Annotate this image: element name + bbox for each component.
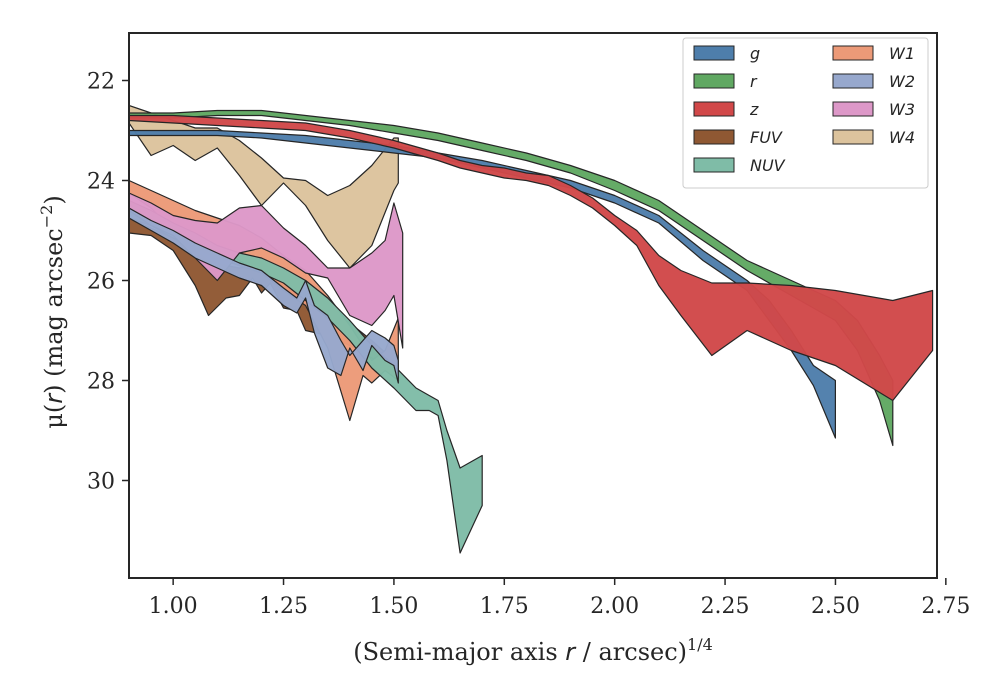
- band-z: [129, 114, 934, 402]
- legend-label-g: g: [750, 44, 760, 63]
- legend-label-w1: W1: [889, 44, 915, 63]
- x-axis-label-mid: / arcsec): [575, 638, 687, 666]
- x-axis-label-prefix: (Semi-major axis: [353, 638, 565, 666]
- x-tick-label: 1.75: [480, 594, 529, 619]
- y-tick-label: 30: [87, 470, 115, 495]
- series-layer: [129, 104, 934, 554]
- legend-swatch-z: [693, 101, 735, 117]
- y-tick-label: 24: [87, 170, 115, 195]
- legend-swatch-g: [693, 45, 735, 61]
- band-r: [129, 109, 894, 447]
- legend-swatch-w3: [832, 101, 874, 117]
- legend-label-w2: W2: [889, 72, 915, 91]
- legend-label-z: z: [749, 100, 759, 119]
- ticks-layer: 1.00 1.25 1.50 1.75 2.00 2.25 2.50 2.75 22 24 26 28…: [87, 70, 970, 620]
- legend-swatch-w4: [832, 129, 874, 145]
- legend-label-w4: W4: [889, 128, 915, 147]
- y-axis-label-end: ): [40, 195, 68, 204]
- band-w2: [129, 207, 399, 384]
- legend-label-fuv: FUV: [750, 128, 783, 147]
- plot-frame: [128, 32, 938, 579]
- legend-swatch-w2: [832, 73, 874, 89]
- y-tick-label: 28: [87, 370, 115, 395]
- y-axis-label: μ(r) (mag arcsec−2): [37, 195, 68, 428]
- x-tick-label: 1.25: [259, 594, 308, 619]
- y-axis-label-var: r: [40, 392, 68, 404]
- legend-swatch-r: [693, 73, 735, 89]
- y-axis-label-mu: μ(: [40, 404, 68, 429]
- x-axis-label-var: r: [565, 638, 577, 666]
- x-tick-label: 1.50: [369, 594, 418, 619]
- x-tick-label: 1.00: [149, 594, 198, 619]
- legend-swatch-fuv: [693, 129, 735, 145]
- x-axis-label-sup: 1/4: [687, 635, 713, 654]
- y-axis-label-mid: ) (mag arcsec: [40, 228, 68, 394]
- band-w3: [129, 192, 404, 349]
- legend-label-w3: W3: [889, 100, 915, 119]
- legend-swatch-w1: [832, 45, 874, 61]
- x-tick-label: 2.00: [590, 594, 639, 619]
- x-tick-label: 2.25: [701, 594, 750, 619]
- y-tick-label: 22: [87, 70, 115, 95]
- legend-label-nuv: NUV: [750, 156, 786, 175]
- legend-label-r: r: [750, 72, 758, 91]
- legend: grz FUV NUV W1 W2 W3 W4: [682, 37, 929, 189]
- y-axis-label-sup: −2: [37, 205, 56, 229]
- x-axis-label: (Semi-major axis r / arcsec)1/4: [353, 635, 713, 666]
- y-tick-label: 26: [87, 270, 115, 295]
- x-tick-label: 2.50: [811, 594, 860, 619]
- legend-swatch-nuv: [693, 157, 735, 173]
- x-tick-label: 2.75: [921, 594, 970, 619]
